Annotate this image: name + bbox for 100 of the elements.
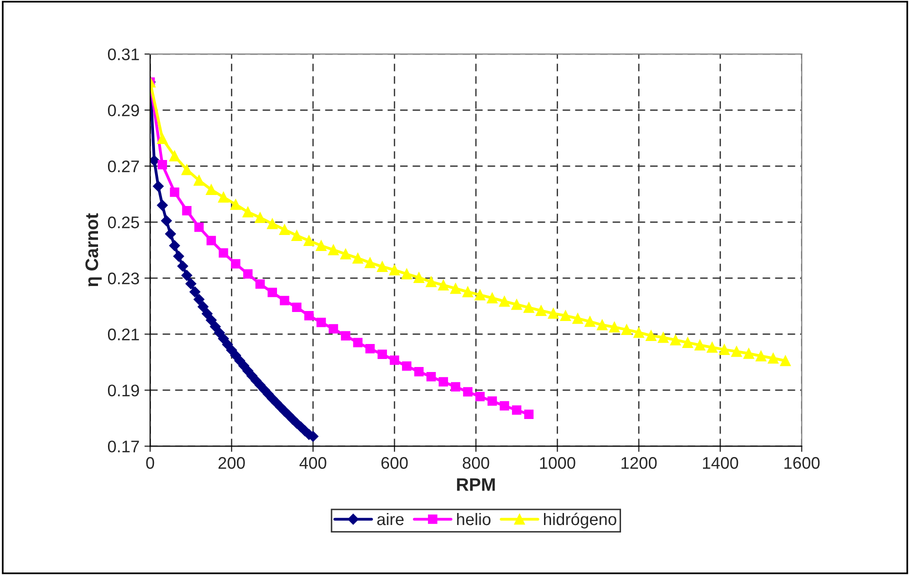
y-tick-label: 0.31 bbox=[108, 48, 139, 60]
point bbox=[414, 272, 424, 283]
point bbox=[512, 405, 522, 415]
point bbox=[173, 250, 184, 262]
x-tick-label: 600 bbox=[381, 457, 408, 469]
point bbox=[450, 283, 461, 294]
point bbox=[268, 288, 278, 298]
y-tick-label: 0.27 bbox=[108, 160, 139, 172]
point bbox=[364, 257, 376, 268]
point bbox=[426, 276, 437, 288]
point bbox=[743, 348, 754, 359]
point bbox=[328, 244, 339, 256]
y-tick-label: 0.21 bbox=[108, 328, 139, 340]
point bbox=[198, 301, 209, 312]
point bbox=[210, 321, 221, 332]
point bbox=[181, 270, 192, 281]
point bbox=[438, 280, 449, 291]
point bbox=[218, 333, 229, 344]
point bbox=[584, 316, 596, 327]
point bbox=[756, 350, 766, 362]
x-tick-label: 200 bbox=[218, 457, 245, 469]
point bbox=[365, 344, 375, 354]
point bbox=[218, 248, 228, 258]
point bbox=[524, 410, 534, 419]
point bbox=[633, 327, 644, 338]
y-tick-label: 0.23 bbox=[108, 272, 140, 284]
point bbox=[185, 278, 196, 290]
point bbox=[474, 290, 486, 300]
point bbox=[156, 133, 168, 144]
point bbox=[316, 240, 327, 252]
y-tick-label: 0.19 bbox=[108, 384, 139, 396]
point bbox=[768, 352, 779, 364]
point bbox=[523, 302, 534, 313]
point bbox=[658, 332, 669, 343]
point bbox=[194, 294, 204, 305]
point bbox=[230, 259, 240, 269]
point bbox=[255, 279, 265, 289]
point bbox=[390, 356, 400, 365]
point bbox=[353, 338, 363, 348]
x-tick-label: 1400 bbox=[703, 457, 738, 469]
point bbox=[243, 269, 253, 279]
y-axis-title: η Carnot bbox=[85, 213, 102, 286]
point bbox=[169, 150, 180, 162]
point bbox=[450, 382, 460, 392]
x-tick-label: 1000 bbox=[540, 457, 576, 469]
point bbox=[621, 324, 632, 336]
point bbox=[202, 308, 213, 320]
point bbox=[156, 200, 168, 211]
point bbox=[609, 322, 620, 333]
point bbox=[486, 292, 498, 304]
x-tick-label: 800 bbox=[462, 457, 490, 469]
point bbox=[340, 331, 350, 341]
point bbox=[376, 261, 388, 272]
point bbox=[560, 310, 571, 322]
legend-label: helio bbox=[457, 512, 490, 526]
point bbox=[780, 355, 791, 366]
legend-label: aire bbox=[377, 512, 404, 526]
point bbox=[206, 314, 217, 326]
point bbox=[352, 252, 364, 264]
x-axis-title: RPM bbox=[457, 478, 495, 491]
point bbox=[206, 184, 217, 196]
point bbox=[426, 372, 436, 382]
point bbox=[694, 340, 706, 350]
point bbox=[150, 155, 160, 166]
point bbox=[499, 296, 510, 307]
point bbox=[548, 308, 559, 319]
point bbox=[475, 392, 485, 402]
point bbox=[291, 230, 302, 241]
point bbox=[304, 310, 314, 320]
point bbox=[596, 320, 608, 330]
point bbox=[670, 334, 681, 346]
legend-label: hidrógeno bbox=[544, 512, 616, 528]
point bbox=[190, 286, 200, 298]
point bbox=[328, 324, 338, 334]
point bbox=[161, 215, 172, 226]
x-tick-label: 1600 bbox=[784, 457, 820, 469]
point bbox=[292, 302, 302, 312]
point bbox=[280, 296, 290, 306]
point bbox=[536, 305, 546, 316]
point bbox=[304, 235, 314, 246]
point bbox=[511, 299, 522, 310]
point bbox=[402, 361, 412, 371]
point bbox=[206, 236, 216, 246]
point bbox=[718, 344, 730, 355]
point bbox=[500, 401, 510, 411]
point bbox=[462, 286, 474, 298]
x-tick-label: 1200 bbox=[622, 457, 657, 469]
point bbox=[414, 367, 424, 376]
point bbox=[438, 377, 448, 386]
point bbox=[401, 268, 412, 280]
point bbox=[242, 206, 254, 218]
point bbox=[254, 212, 266, 224]
point bbox=[682, 337, 694, 348]
x-tick-label: 0 bbox=[146, 457, 154, 469]
point bbox=[169, 240, 180, 252]
point bbox=[340, 248, 351, 260]
point bbox=[389, 264, 400, 276]
point bbox=[646, 330, 656, 341]
point bbox=[177, 260, 188, 272]
point bbox=[158, 160, 168, 170]
